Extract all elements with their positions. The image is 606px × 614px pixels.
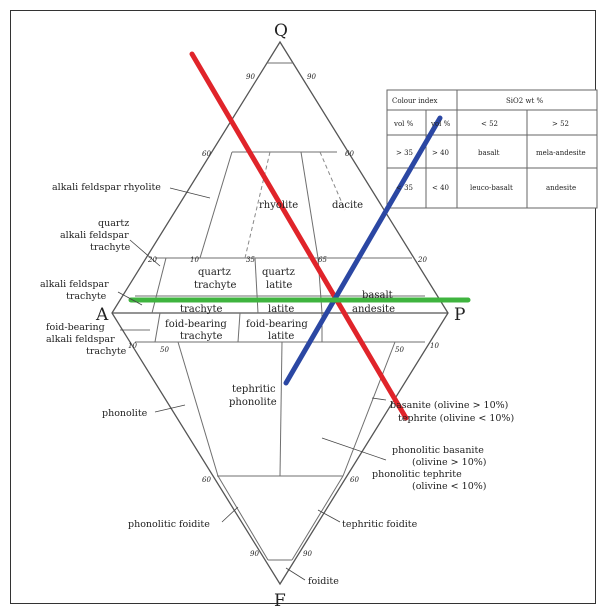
table-r1-c0: > 35 [396,149,413,157]
label-foid-alkali-trachyte-2: alkali feldspar [46,334,115,345]
blue-line [283,115,443,386]
arrow-foidite [285,567,306,581]
label-tephrite: tephrite (olivine < 10%) [398,413,514,424]
div-aft-qt [151,257,167,314]
arrow-phonfoid [221,506,239,523]
table-header-right: SiO2 wt % [506,97,543,105]
tick-u60-l: 60 [202,150,211,158]
tick-l50-l: 50 [160,346,169,354]
field-basalt: basalt [362,290,393,301]
field-rhyolite: rhyolite [259,200,298,211]
div-bas-right [342,341,396,477]
field-tephritic-phonolite-2: phonolite [229,397,277,408]
tick-l10-l: 10 [128,342,137,350]
label-tephritic-foidite: tephritic foidite [342,519,418,530]
label-phonolitic-basanite-1: phonolitic basanite [392,445,484,456]
table-r2-c2: leuco-basalt [470,184,513,192]
field-dacite: dacite [332,200,363,211]
table-r2-c0: < 35 [396,184,413,192]
tick-l10-r: 10 [430,342,439,350]
table-r0-c0: vol % [393,120,414,128]
label-phonolitic-foidite: phonolitic foidite [128,519,210,530]
arrow-bas [371,397,387,401]
field-quartz-trachyte-1: quartz [198,267,231,278]
label-alkali-feldspar-rhyolite: alkali feldspar rhyolite [52,182,161,193]
field-quartz-latite-1: quartz [262,267,295,278]
label-alkali-trachyte-2: trachyte [66,291,107,302]
label-phonolitic-basanite-2: (olivine > 10%) [412,457,486,468]
table-header-left: Colour index [392,97,437,105]
field-foid-latite-1: foid-bearing [246,319,308,330]
field-quartz-latite-2: latite [266,280,292,291]
arrow-aft [117,291,143,306]
field-tephritic-phonolite-1: tephritic [232,384,276,395]
table-r2-c3: andesite [546,184,576,192]
field-trachyte: trachyte [180,304,222,315]
arrow-afr [169,187,211,199]
tick-l90-r: 90 [303,550,312,558]
field-foid-trachyte-2: trachyte [180,331,222,342]
tick-u65: 65 [318,256,327,264]
field-foid-trachyte-1: foid-bearing [165,319,227,330]
label-quartz-alkali-trachyte-2: alkali feldspar [60,230,129,241]
field-quartz-trachyte-2: trachyte [194,280,236,291]
table-r1-c1: > 40 [432,149,449,157]
label-foidite: foidite [308,576,339,587]
label-phonolitic-tephrite-1: phonolitic tephrite [372,469,462,480]
tick-l90-l: 90 [250,550,259,558]
table-r2-c1: < 40 [432,184,449,192]
label-phonolitic-tephrite-2: (olivine < 10%) [412,481,486,492]
field-andesite: andesite [352,304,395,315]
label-foid-alkali-trachyte-3: trachyte [86,346,127,357]
table-r0-c2: < 52 [481,120,498,128]
arrow-tephfoid [317,509,341,523]
div-afr-rhy [199,151,233,259]
tick-u60-r: 60 [345,150,354,158]
table-r0-c3: > 52 [552,120,569,128]
corner-p: P [454,305,465,325]
tick-l50-r: 50 [395,346,404,354]
tick-u35: 35 [246,256,255,264]
corner-f: F [274,591,286,611]
arrow-phonbas [321,437,387,461]
tick-u90-l: 90 [246,73,255,81]
arrow-qaft [129,239,161,267]
div-fb-1 [154,312,161,343]
corner-q: Q [274,21,288,41]
table-r1-c3: mela-andesite [536,149,586,157]
field-foid-latite-2: latite [268,331,294,342]
div-foidite-left [217,475,269,561]
tick-u90-r: 90 [307,73,316,81]
corner-a: A [95,305,109,325]
div-teph-bas [279,341,283,477]
label-quartz-alkali-trachyte-3: trachyte [90,242,131,253]
label-basanite: basanite (olivine > 10%) [390,400,508,411]
red-line [189,51,409,421]
arrow-phon [154,404,186,413]
field-latite: latite [268,304,294,315]
tick-u20-r: 20 [417,256,427,264]
div-rhy-dac [300,151,319,259]
div-dashed-right [319,151,346,211]
label-alkali-trachyte-1: alkali feldspar [40,279,109,290]
tick-l60-r: 60 [350,476,359,484]
table-r1-c2: basalt [478,149,500,157]
label-quartz-alkali-trachyte-1: quartz [98,218,129,229]
div-qt-ql [254,257,259,314]
tick-u20-l: 20 [147,256,157,264]
div-foidite-right [291,475,344,561]
diamond-outline [111,40,449,586]
tick-l60-l: 60 [202,476,211,484]
div-fb-2 [237,312,241,343]
tick-u10: 10 [190,256,199,264]
label-phonolite: phonolite [102,408,148,419]
table-r0-c1: vol % [430,120,451,128]
label-foid-alkali-trachyte-1: foid-bearing [46,322,105,333]
div-phon-teph [177,341,219,477]
